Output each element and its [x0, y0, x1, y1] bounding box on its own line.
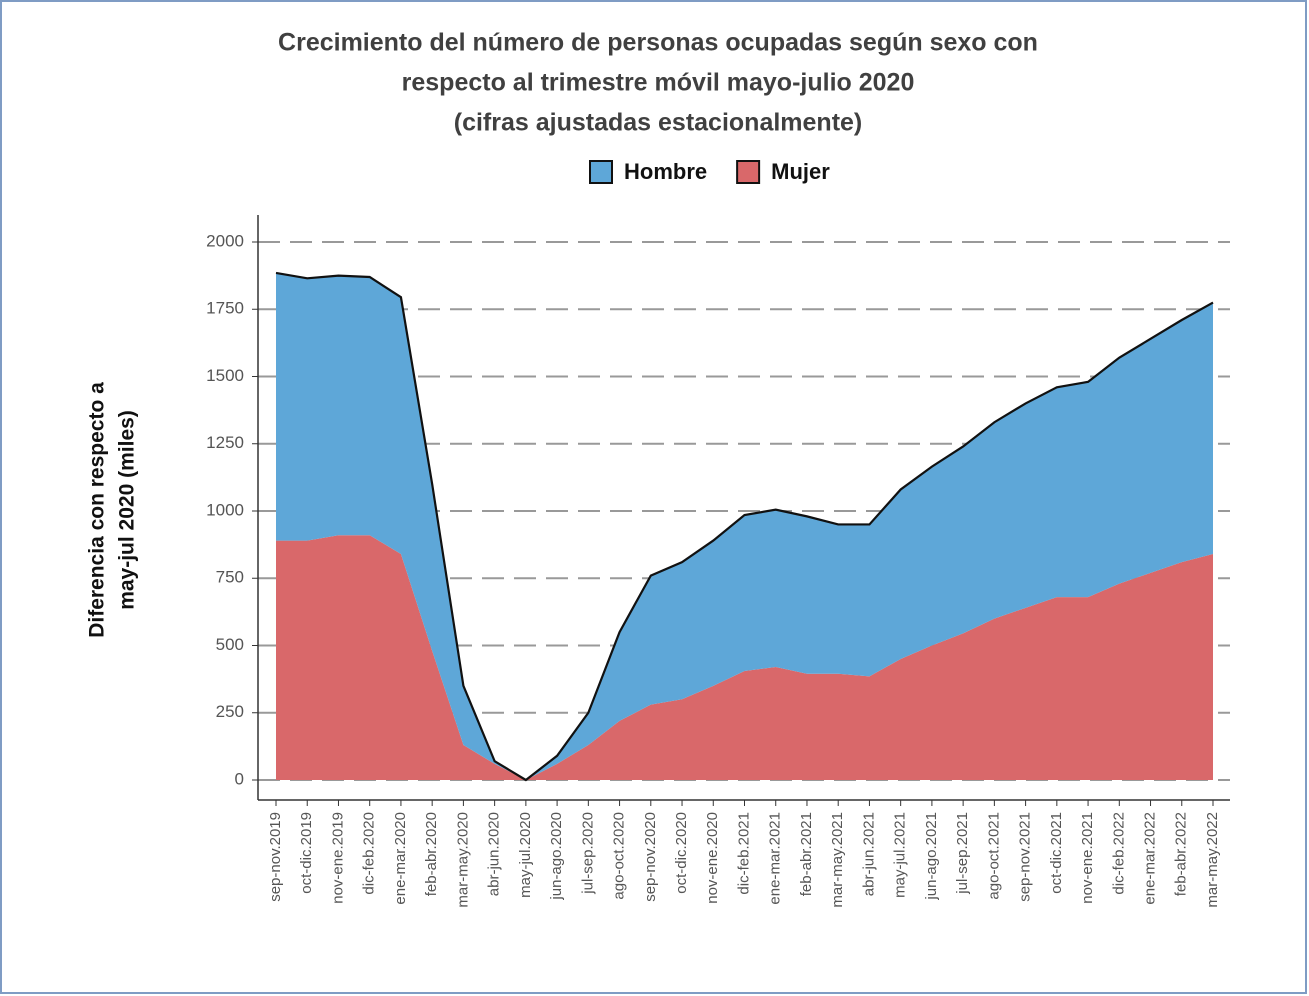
y-tick-label: 500	[216, 635, 244, 654]
chart-title: (cifras ajustadas estacionalmente)	[454, 109, 863, 137]
chart-title: respecto al trimestre móvil mayo-julio 2…	[402, 69, 915, 97]
y-tick-label: 1750	[206, 299, 244, 318]
x-tick-label: sep-nov.2019	[267, 812, 284, 902]
area	[276, 535, 1213, 780]
x-tick-label: jun-ago.2020	[548, 812, 565, 901]
y-tick-label: 2000	[206, 231, 244, 250]
x-tick-label: dic-feb.2022	[1110, 812, 1127, 895]
x-tick-label: ago-oct.2021	[985, 812, 1002, 900]
x-tick-label: may-jul.2021	[892, 812, 909, 898]
x-tick-label: mar-may.2020	[454, 812, 471, 908]
legend-swatch	[736, 160, 761, 184]
x-tick-label: ene-mar.2020	[392, 812, 409, 905]
x-tick-label: abr-jun.2021	[860, 812, 877, 896]
x-tick-label: sep-nov.2020	[642, 812, 659, 902]
x-tick-label: nov-ene.2021	[1079, 812, 1096, 904]
y-axis-label: may-jul 2020 (miles)	[116, 410, 139, 610]
chart-title: Crecimiento del número de personas ocupa…	[278, 29, 1038, 57]
y-axis-label: Diferencia con respecto a	[86, 382, 109, 638]
y-tick-label: 1500	[206, 366, 244, 385]
area	[276, 272, 1213, 780]
x-tick-label: nov-ene.2020	[704, 812, 721, 904]
x-tick-label: jun-ago.2021	[923, 812, 940, 901]
y-tick-label: 1250	[206, 433, 244, 452]
total-outline	[275, 271, 1214, 782]
y-tick-label: 250	[216, 702, 244, 721]
x-tick-label: feb-abr.2022	[1173, 812, 1190, 896]
x-tick-label: oct-dic.2020	[673, 812, 690, 894]
x-tick-label: jul-sep.2021	[954, 812, 971, 895]
x-tick-label: mar-may.2022	[1204, 812, 1221, 908]
legend-label: Mujer	[771, 159, 830, 184]
legend-label: Hombre	[624, 159, 707, 184]
y-tick-label: 1000	[206, 500, 244, 519]
x-tick-label: abr-jun.2020	[486, 812, 503, 896]
x-tick-label: dic-feb.2020	[361, 812, 378, 895]
x-tick-label: ene-mar.2022	[1142, 812, 1159, 905]
x-tick-label: ago-oct.2020	[611, 812, 628, 900]
x-tick-label: jul-sep.2020	[579, 812, 596, 895]
x-tick-label: feb-abr.2020	[423, 812, 440, 896]
x-tick-label: ene-mar.2021	[767, 812, 784, 905]
x-tick-label: dic-feb.2021	[735, 812, 752, 895]
x-tick-label: mar-may.2021	[829, 812, 846, 908]
y-tick-label: 750	[216, 568, 244, 587]
x-tick-label: sep-nov.2021	[1017, 812, 1034, 902]
x-tick-label: oct-dic.2021	[1048, 812, 1065, 894]
legend-swatch	[589, 160, 613, 184]
x-tick-label: may-jul.2020	[517, 812, 534, 898]
x-tick-label: oct-dic.2019	[298, 812, 315, 894]
y-tick-label: 0	[235, 769, 244, 788]
x-tick-label: nov-ene.2019	[329, 812, 346, 904]
x-tick-label: feb-abr.2021	[798, 812, 815, 896]
